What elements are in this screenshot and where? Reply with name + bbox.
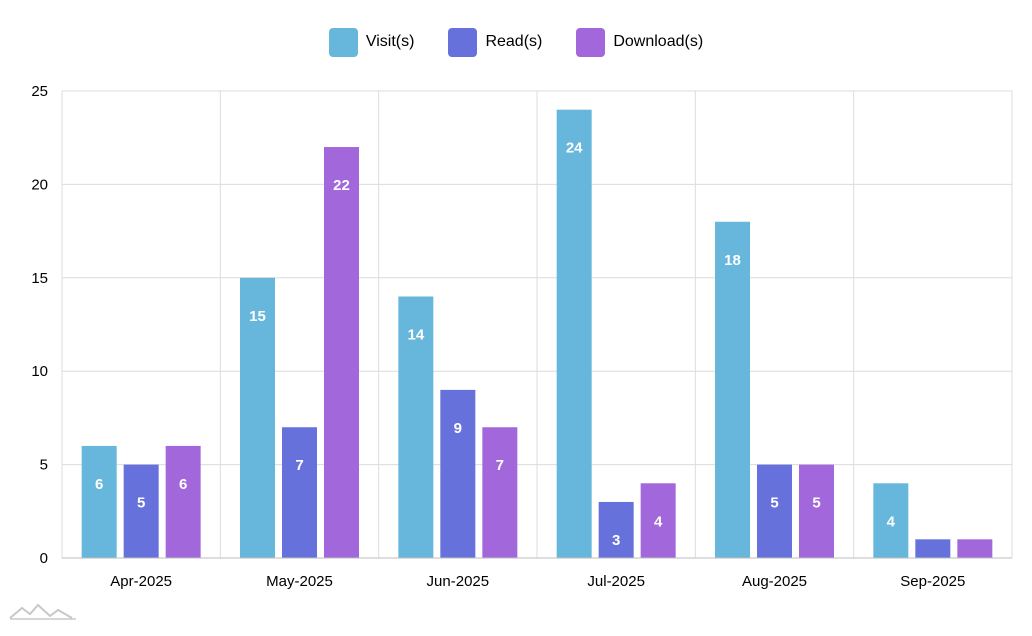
bar-data-label: 15 — [249, 308, 266, 325]
bar[interactable] — [398, 296, 434, 558]
bar[interactable] — [757, 464, 792, 558]
y-tick-label: 25 — [31, 83, 48, 100]
y-tick-label: 10 — [31, 363, 48, 380]
bar[interactable] — [915, 539, 951, 558]
bar-data-label: 4 — [887, 513, 896, 530]
bar-data-label: 7 — [496, 457, 504, 474]
bar-data-label: 4 — [654, 513, 663, 530]
legend-swatch-downloads — [576, 27, 606, 57]
bar-data-label: 7 — [295, 457, 303, 474]
legend-swatch-visits — [328, 27, 358, 57]
bar-data-label: 14 — [407, 326, 424, 343]
y-tick-label: 20 — [31, 176, 48, 193]
legend: Visit(s) Read(s) Download(s) — [0, 26, 1032, 58]
bar-data-label: 22 — [333, 177, 350, 194]
bar[interactable] — [81, 445, 117, 558]
y-tick-label: 0 — [40, 550, 48, 567]
legend-swatch-reads — [448, 27, 478, 57]
legend-label-reads: Read(s) — [485, 33, 543, 50]
x-tick-label: Sep-2025 — [900, 573, 965, 590]
bar[interactable] — [324, 147, 359, 559]
bar-data-label: 18 — [724, 252, 741, 269]
bar-data-label: 6 — [95, 476, 103, 493]
bar-data-label: 3 — [612, 532, 620, 549]
legend-label-visits: Visit(s) — [365, 33, 415, 50]
bar[interactable] — [165, 445, 201, 558]
bar[interactable] — [556, 109, 592, 559]
bar-data-label: 5 — [812, 495, 820, 512]
x-tick-label: May-2025 — [266, 573, 333, 590]
bar[interactable] — [957, 539, 993, 558]
bar[interactable] — [440, 389, 476, 558]
bar-data-label: 5 — [770, 495, 778, 512]
x-tick-label: Aug-2025 — [742, 573, 807, 590]
bar[interactable] — [715, 221, 750, 558]
legend-item-downloads[interactable]: Download(s) — [576, 27, 704, 57]
x-tick-label: Apr-2025 — [110, 573, 172, 590]
legend-label-downloads: Download(s) — [613, 33, 704, 50]
bar[interactable] — [873, 483, 909, 558]
bar[interactable] — [598, 501, 634, 558]
legend-item-visits[interactable]: Visit(s) — [328, 27, 415, 57]
bar[interactable] — [640, 483, 676, 558]
x-tick-label: Jul-2025 — [587, 573, 645, 590]
bar[interactable] — [123, 464, 159, 558]
bar-data-label: 24 — [566, 140, 583, 157]
bar-data-label: 9 — [454, 420, 462, 437]
bar-data-label: 5 — [137, 495, 145, 512]
legend-item-reads[interactable]: Read(s) — [448, 27, 543, 57]
bar[interactable] — [240, 277, 275, 558]
y-tick-label: 15 — [31, 270, 48, 287]
mountain-logo-icon — [9, 603, 76, 620]
x-tick-label: Jun-2025 — [427, 573, 490, 590]
bar[interactable] — [482, 427, 518, 558]
bar[interactable] — [799, 464, 834, 558]
y-tick-label: 5 — [40, 457, 48, 474]
bar[interactable] — [282, 427, 317, 558]
bar-data-label: 6 — [179, 476, 187, 493]
